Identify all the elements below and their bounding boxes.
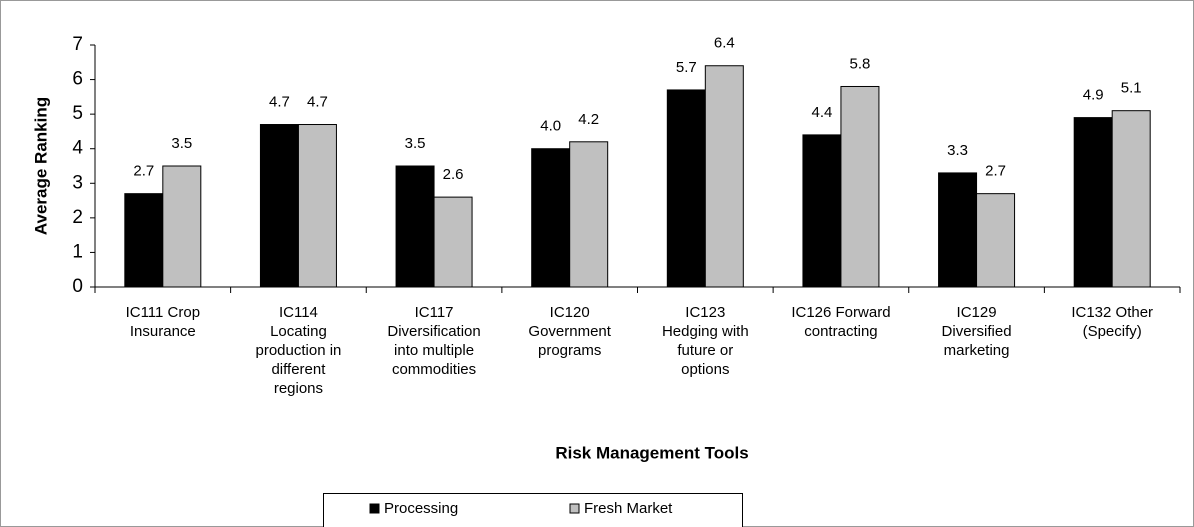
x-tick-label: Hedging with (662, 323, 749, 340)
bar (259, 124, 299, 288)
x-tick-label: options (681, 361, 729, 378)
x-tick-label: commodities (392, 361, 476, 378)
value-label: 5.1 (1121, 80, 1142, 97)
bar (802, 134, 842, 288)
bar (297, 124, 337, 288)
x-tick-label: IC120 (550, 304, 590, 321)
x-tick-label: into multiple (394, 342, 474, 359)
x-tick-label: contracting (804, 323, 877, 340)
bar (433, 196, 473, 288)
legend-swatch (369, 503, 380, 514)
y-axis-title: Average Ranking (31, 97, 50, 235)
x-tick-label: IC126 Forward (791, 304, 890, 321)
x-tick-label: IC132 Other (1071, 304, 1153, 321)
bar (704, 65, 744, 288)
value-label: 5.7 (676, 59, 697, 76)
x-tick-label: IC123 (685, 304, 725, 321)
bar (938, 172, 978, 288)
y-tick-label: 7 (72, 34, 83, 55)
x-tick-label: programs (538, 342, 601, 359)
bar (976, 193, 1016, 288)
value-label: 2.6 (443, 166, 464, 183)
bar (1111, 110, 1151, 288)
x-tick-label: Locating (270, 323, 327, 340)
value-label: 3.3 (947, 142, 968, 159)
y-tick-label: 3 (72, 172, 83, 193)
value-label: 4.4 (812, 104, 833, 121)
bar (840, 85, 880, 288)
value-label: 4.7 (307, 93, 328, 110)
y-tick-label: 4 (72, 138, 83, 159)
bar (531, 148, 571, 288)
legend-label: Processing (384, 500, 458, 517)
x-tick-label: Diversification (387, 323, 480, 340)
value-label: 3.5 (405, 135, 426, 152)
x-tick-label: future or (677, 342, 733, 359)
x-tick-label: Insurance (130, 323, 196, 340)
x-tick-label: different (271, 361, 326, 378)
bar (666, 89, 706, 288)
x-tick-label: IC117 (415, 304, 454, 321)
bar (162, 165, 202, 288)
x-tick-label: IC111 Crop (126, 304, 200, 321)
x-axis-title: Risk Management Tools (555, 443, 748, 462)
x-tick-label: IC129 (957, 304, 997, 321)
y-tick-label: 0 (72, 276, 83, 297)
legend-label: Fresh Market (584, 500, 673, 517)
legend-box (323, 493, 743, 527)
bar (1073, 117, 1113, 288)
x-tick-label: IC114 (279, 304, 318, 321)
value-label: 2.7 (985, 163, 1006, 180)
value-label: 3.5 (171, 135, 192, 152)
value-label: 6.4 (714, 35, 735, 52)
x-tick-label: production in (255, 342, 341, 359)
value-label: 4.2 (578, 111, 599, 128)
x-tick-label: regions (274, 380, 323, 397)
value-label: 5.8 (850, 55, 871, 72)
x-tick-label: (Specify) (1083, 323, 1142, 340)
y-tick-label: 2 (72, 207, 83, 228)
bar (569, 141, 609, 288)
bar (124, 193, 164, 288)
x-tick-label: Diversified (942, 323, 1012, 340)
legend-swatch (569, 503, 580, 514)
value-label: 4.7 (269, 93, 290, 110)
y-tick-label: 5 (72, 103, 83, 124)
value-label: 4.0 (540, 118, 561, 135)
x-tick-label: marketing (944, 342, 1010, 359)
x-tick-label: Government (528, 323, 611, 340)
y-tick-label: 1 (72, 241, 83, 262)
y-tick-label: 6 (72, 69, 83, 90)
bar (395, 165, 435, 288)
value-label: 2.7 (133, 163, 154, 180)
value-label: 4.9 (1083, 87, 1104, 104)
